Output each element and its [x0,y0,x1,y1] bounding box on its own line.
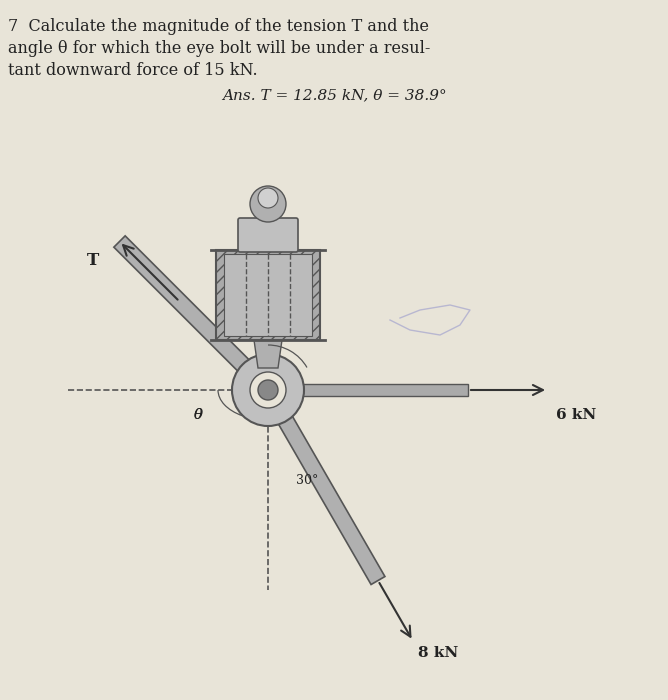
Text: angle θ for which the eye bolt will be under a resul-: angle θ for which the eye bolt will be u… [8,40,430,57]
Polygon shape [114,236,274,395]
Text: 7  Calculate the magnitude of the tension T and the: 7 Calculate the magnitude of the tension… [8,18,429,35]
Text: 6 kN: 6 kN [556,408,597,422]
FancyBboxPatch shape [238,218,298,252]
Circle shape [258,380,278,400]
Text: tant downward force of 15 kN.: tant downward force of 15 kN. [8,62,258,79]
Text: θ: θ [194,408,202,422]
Text: 8 kN: 8 kN [418,646,458,660]
Polygon shape [261,386,385,584]
Text: T: T [88,251,100,269]
Text: θ: θ [194,408,202,422]
Polygon shape [216,250,320,340]
Polygon shape [254,340,282,368]
Polygon shape [224,254,312,336]
Circle shape [258,188,278,208]
Text: Ans. T = 12.85 kN, θ = 38.9°: Ans. T = 12.85 kN, θ = 38.9° [222,88,446,102]
Polygon shape [268,384,468,396]
Text: 30°: 30° [296,473,319,486]
Circle shape [250,372,286,408]
Circle shape [250,186,286,222]
Circle shape [232,354,304,426]
